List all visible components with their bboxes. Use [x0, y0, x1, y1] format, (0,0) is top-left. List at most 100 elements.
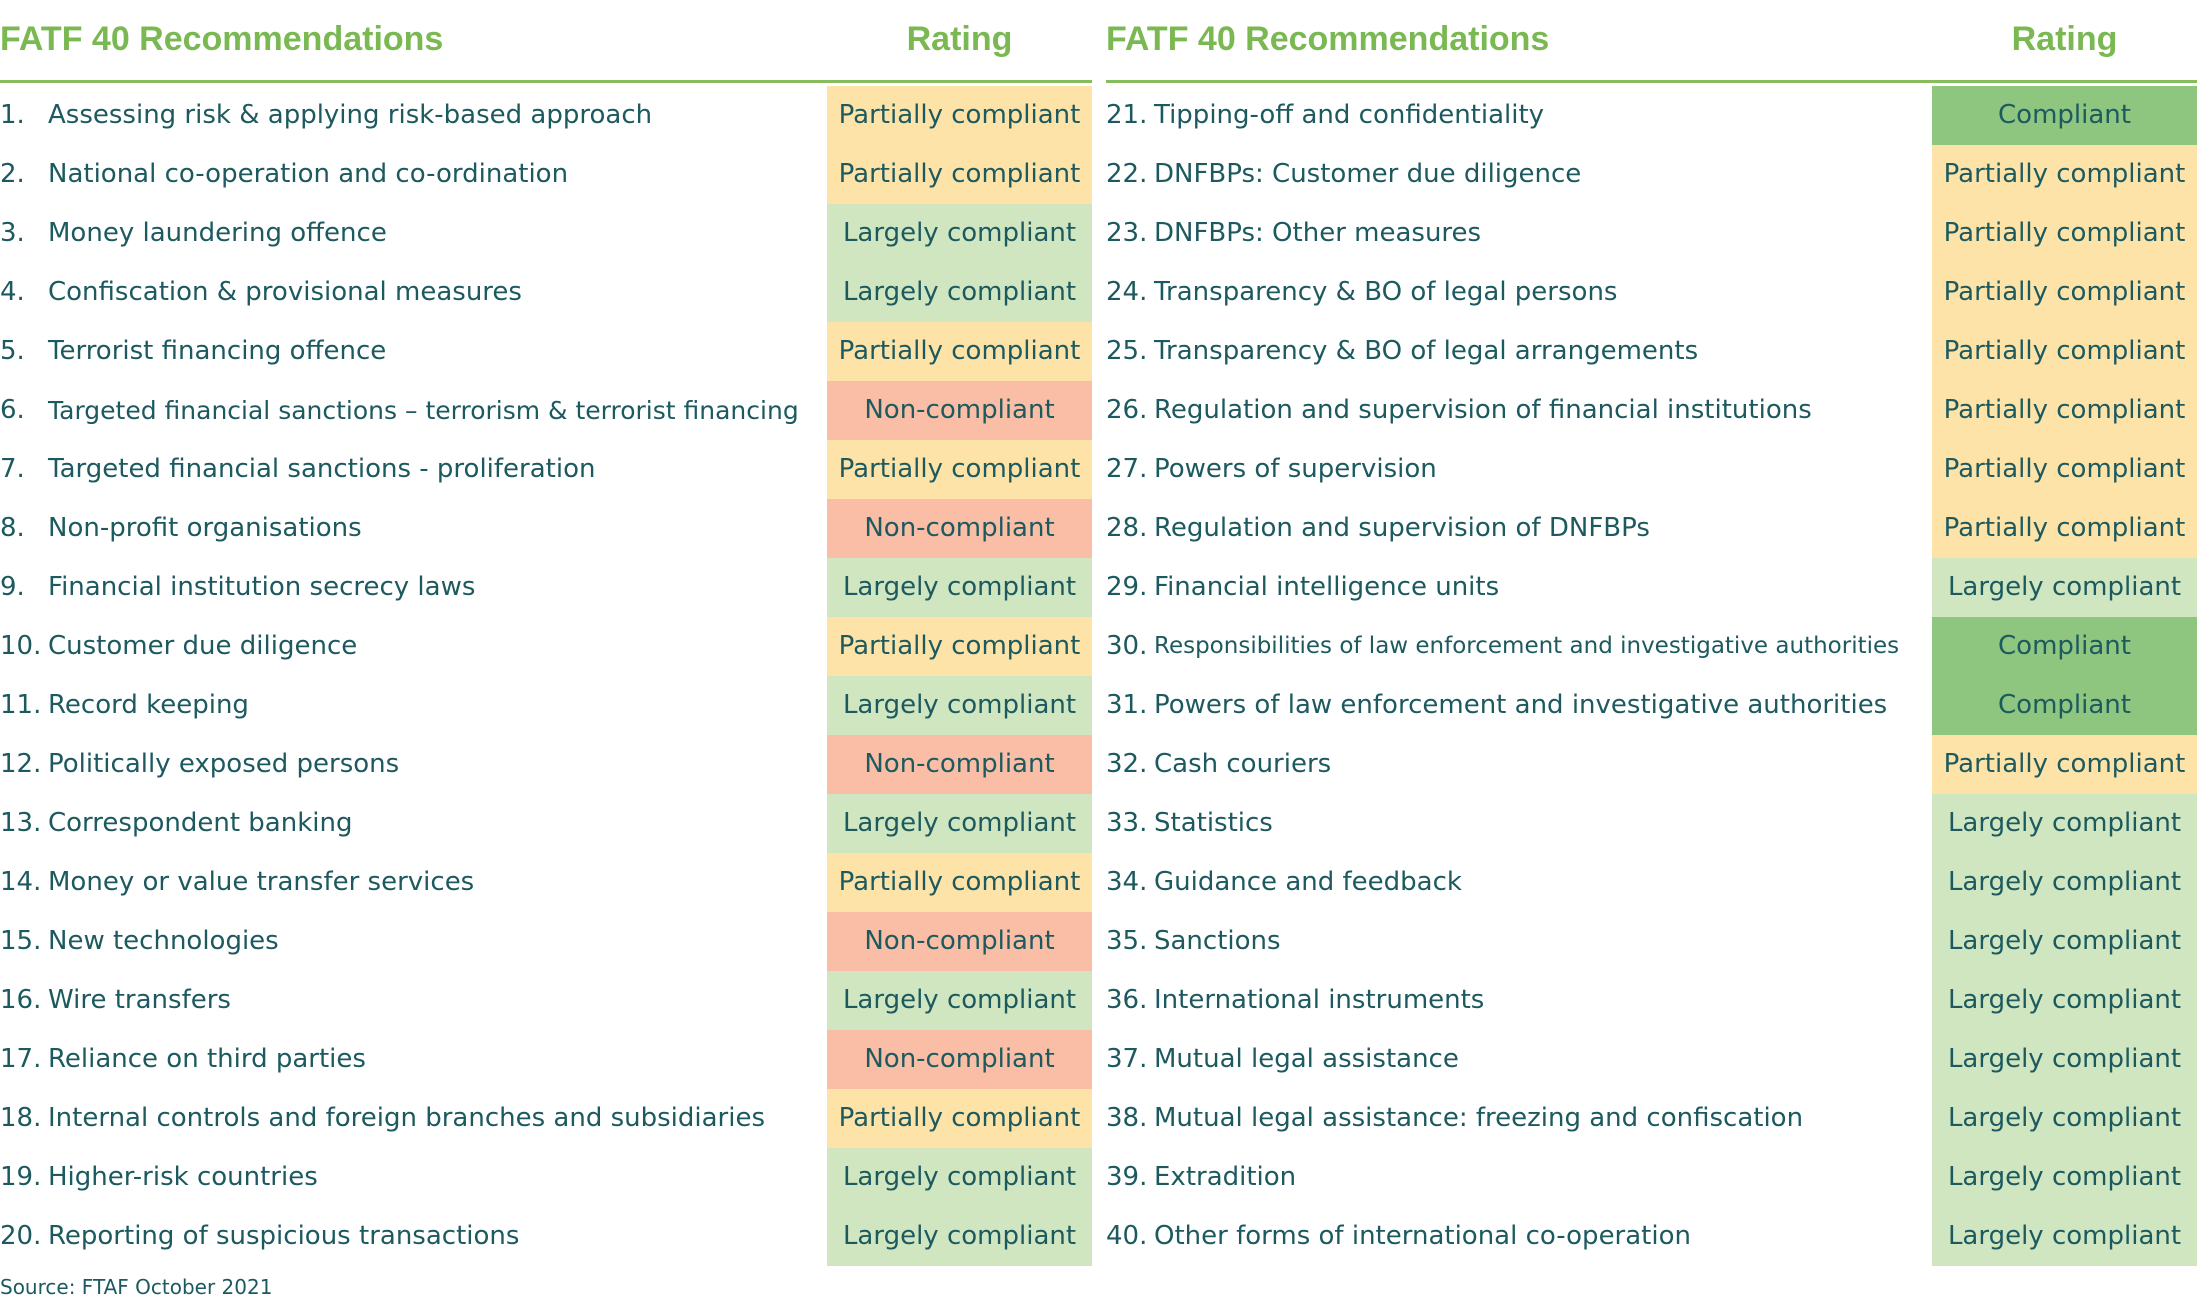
recommendation-number: 7.: [0, 454, 25, 484]
recommendation-name: Internal controls and foreign branches a…: [48, 1103, 766, 1133]
rating-cell: Largely compliant: [1932, 971, 2197, 1030]
rating-cell: Largely compliant: [1932, 1148, 2197, 1207]
recommendation-number: 3.: [0, 218, 25, 248]
table-row: 1. Assessing risk & applying risk-based a…: [0, 86, 1092, 145]
recommendation-number: 32.: [1106, 749, 1148, 779]
rating-cell: Partially compliant: [1932, 381, 2197, 440]
recommendation-number: 23.: [1106, 218, 1148, 248]
table-row: 21. Tipping-off and confidentiality Compli…: [1106, 86, 2197, 145]
table-row: 16. Wire transfers Largely compliant: [0, 971, 1092, 1030]
rating-cell: Largely compliant: [1932, 1030, 2197, 1089]
rating-cell: Partially compliant: [827, 86, 1092, 145]
table-row: 28. Regulation and supervision of DNFBPs P…: [1106, 499, 2197, 558]
recommendation-name: Reporting of suspicious transactions: [48, 1221, 520, 1251]
rating-cell: Partially compliant: [827, 440, 1092, 499]
table-row: 5. Terrorist financing offence Partially c…: [0, 322, 1092, 381]
rating-cell: Largely compliant: [827, 1148, 1092, 1207]
rating-cell: Partially compliant: [827, 145, 1092, 204]
rating-cell: Largely compliant: [1932, 853, 2197, 912]
table-body: 21. Tipping-off and confidentiality Compli…: [1106, 86, 2197, 1266]
recommendation-number: 31.: [1106, 690, 1148, 720]
table-row: 22. DNFBPs: Customer due diligence Partial…: [1106, 145, 2197, 204]
recommendation-number: 1.: [0, 100, 25, 130]
rating-cell: Partially compliant: [1932, 263, 2197, 322]
rating-cell: Non-compliant: [827, 912, 1092, 971]
recommendation-number: 33.: [1106, 808, 1148, 838]
recommendation-number: 12.: [0, 749, 42, 779]
recommendation-name: Regulation and supervision of DNFBPs: [1154, 513, 1650, 543]
table-row: 26. Regulation and supervision of financi…: [1106, 381, 2197, 440]
recommendation-number: 38.: [1106, 1103, 1148, 1133]
table-row: 33. Statistics Largely compliant: [1106, 794, 2197, 853]
table-row: 30. Responsibilities of law enforcement a…: [1106, 617, 2197, 676]
recommendation-name: Cash couriers: [1154, 749, 1332, 779]
recommendation-number: 25.: [1106, 336, 1148, 366]
table-row: 32. Cash couriers Partially compliant: [1106, 735, 2197, 794]
rating-cell: Partially compliant: [827, 617, 1092, 676]
recommendation-name: Terrorist financing offence: [48, 336, 387, 366]
source-note: Source: FTAF October 2021: [0, 1275, 273, 1299]
recommendation-name: International instruments: [1154, 985, 1485, 1015]
recommendation-number: 2.: [0, 159, 25, 189]
recommendation-name: Transparency & BO of legal persons: [1154, 277, 1618, 307]
table-row: 31. Powers of law enforcement and investi…: [1106, 676, 2197, 735]
recommendation-number: 10.: [0, 631, 42, 661]
recommendation-number: 17.: [0, 1044, 42, 1074]
recommendation-number: 11.: [0, 690, 42, 720]
recommendation-name: DNFBPs: Other measures: [1154, 218, 1482, 248]
recommendation-name: Customer due diligence: [48, 631, 358, 661]
rating-cell: Largely compliant: [1932, 794, 2197, 853]
recommendation-number: 26.: [1106, 395, 1148, 425]
recommendation-name: Correspondent banking: [48, 808, 353, 838]
rating-cell: Partially compliant: [1932, 322, 2197, 381]
rating-cell: Non-compliant: [827, 499, 1092, 558]
rating-cell: Non-compliant: [827, 1030, 1092, 1089]
recommendation-number: 22.: [1106, 159, 1148, 189]
rating-cell: Partially compliant: [827, 1089, 1092, 1148]
recommendation-number: 40.: [1106, 1221, 1148, 1251]
rating-cell: Partially compliant: [827, 853, 1092, 912]
recommendation-number: 5.: [0, 336, 25, 366]
recommendation-number: 37.: [1106, 1044, 1148, 1074]
header-rating: Rating: [2011, 20, 2118, 58]
recommendation-name: Extradition: [1154, 1162, 1297, 1192]
rating-cell: Partially compliant: [827, 322, 1092, 381]
rating-cell: Non-compliant: [827, 735, 1092, 794]
table-row: 34. Guidance and feedback Largely complian…: [1106, 853, 2197, 912]
table-row: 9. Financial institution secrecy laws Larg…: [0, 558, 1092, 617]
table-row: 12. Politically exposed persons Non-compli…: [0, 735, 1092, 794]
recommendations-table-right: FATF 40 Recommendations Rating 21. Tippin…: [1106, 0, 2197, 1266]
table-row: 36. International instruments Largely comp…: [1106, 971, 2197, 1030]
table-row: 19. Higher-risk countries Largely complian…: [0, 1148, 1092, 1207]
rating-cell: Partially compliant: [1932, 499, 2197, 558]
recommendation-number: 39.: [1106, 1162, 1148, 1192]
rating-cell: Largely compliant: [827, 1207, 1092, 1266]
table-row: 18. Internal controls and foreign branche…: [0, 1089, 1092, 1148]
rating-cell: Largely compliant: [1932, 1089, 2197, 1148]
recommendation-name: Non-profit organisations: [48, 513, 362, 543]
recommendation-name: Financial institution secrecy laws: [48, 572, 476, 602]
recommendation-number: 36.: [1106, 985, 1148, 1015]
recommendation-number: 35.: [1106, 926, 1148, 956]
table-row: 35. Sanctions Largely compliant: [1106, 912, 2197, 971]
recommendation-name: Sanctions: [1154, 926, 1281, 956]
rating-cell: Compliant: [1932, 676, 2197, 735]
rating-cell: Largely compliant: [827, 794, 1092, 853]
recommendation-number: 24.: [1106, 277, 1148, 307]
recommendation-number: 34.: [1106, 867, 1148, 897]
recommendation-number: 6.: [0, 395, 25, 425]
rating-cell: Largely compliant: [827, 971, 1092, 1030]
recommendation-name: National co-operation and co-ordination: [48, 159, 569, 189]
table-row: 29. Financial intelligence units Largely c…: [1106, 558, 2197, 617]
table-row: 13. Correspondent banking Largely complian…: [0, 794, 1092, 853]
rating-cell: Largely compliant: [827, 558, 1092, 617]
recommendation-name: Statistics: [1154, 808, 1273, 838]
table-row: 37. Mutual legal assistance Largely compli…: [1106, 1030, 2197, 1089]
table-row: 11. Record keeping Largely compliant: [0, 676, 1092, 735]
recommendation-number: 21.: [1106, 100, 1148, 130]
recommendation-number: 18.: [0, 1103, 42, 1133]
recommendation-number: 15.: [0, 926, 42, 956]
recommendation-name: Higher-risk countries: [48, 1162, 318, 1192]
table-header: FATF 40 Recommendations Rating: [1106, 0, 2197, 83]
recommendation-number: 4.: [0, 277, 25, 307]
